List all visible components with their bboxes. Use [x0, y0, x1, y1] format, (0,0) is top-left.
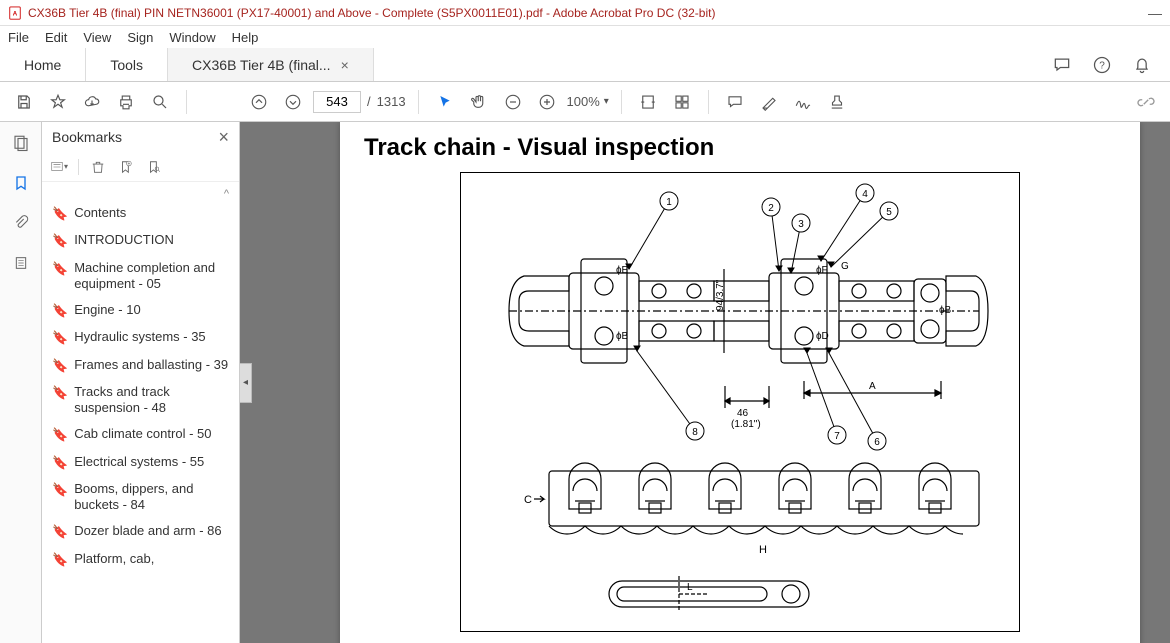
toolbar: / 1313 100% ▾ — [0, 82, 1170, 122]
tab-close-icon[interactable]: × — [341, 57, 349, 73]
bm-options-icon[interactable]: ▾ — [50, 158, 68, 176]
svg-text:1: 1 — [666, 197, 672, 208]
help-icon[interactable]: ? — [1092, 55, 1112, 75]
bm-new-icon[interactable] — [117, 158, 135, 176]
bookmark-item[interactable]: 🔖Tracks and track suspension - 48 — [50, 379, 235, 422]
star-icon[interactable] — [44, 88, 72, 116]
tab-home[interactable]: Home — [0, 48, 86, 81]
bookmark-item[interactable]: 🔖Electrical systems - 55 — [50, 449, 235, 476]
window-title: CX36B Tier 4B (final) PIN NETN36001 (PX1… — [28, 6, 1148, 20]
diagram-frame: 1 2 3 4 5 8 7 6 ɸE ɸB ɸF ɸD G ɸB 94/3.7" 46 (1.… — [460, 172, 1020, 632]
menubar: File Edit View Sign Window Help — [0, 26, 1170, 48]
document-area[interactable]: ◂ Track chain - Visual inspection — [240, 122, 1170, 643]
bookmark-item[interactable]: 🔖INTRODUCTION — [50, 227, 235, 254]
pointer-icon[interactable] — [431, 88, 459, 116]
bookmark-item[interactable]: 🔖Machine completion and equipment - 05 — [50, 255, 235, 298]
bookmark-item[interactable]: 🔖Cab climate control - 50 — [50, 421, 235, 448]
sign-icon[interactable] — [789, 88, 817, 116]
bm-delete-icon[interactable] — [89, 158, 107, 176]
zoom-level[interactable]: 100% ▾ — [567, 94, 609, 109]
svg-text:C: C — [524, 494, 532, 506]
panel-collapse-handle[interactable]: ◂ — [240, 363, 252, 403]
bookmark-item[interactable]: 🔖Dozer blade and arm - 86 — [50, 518, 235, 545]
bookmark-item[interactable]: 🔖Contents — [50, 200, 235, 227]
svg-text:5: 5 — [886, 207, 892, 218]
page-heading: Track chain - Visual inspection — [364, 134, 1116, 162]
stamp-icon[interactable] — [823, 88, 851, 116]
svg-text:7: 7 — [834, 431, 840, 442]
svg-text:ɸB: ɸB — [616, 331, 628, 342]
fit-width-icon[interactable] — [634, 88, 662, 116]
menu-sign[interactable]: Sign — [127, 30, 153, 45]
tabbar: Home Tools CX36B Tier 4B (final... × ? — [0, 48, 1170, 82]
bookmarks-tools: ▾ — [42, 152, 239, 182]
page-current-input[interactable] — [313, 91, 361, 113]
svg-text:A: A — [13, 10, 18, 17]
highlight-icon[interactable] — [755, 88, 783, 116]
bookmarks-icon[interactable] — [10, 172, 32, 194]
track-chain-diagram: 1 2 3 4 5 8 7 6 ɸE ɸB ɸF ɸD G ɸB 94/3.7" 46 (1.… — [469, 181, 1009, 621]
annotation-note-icon[interactable] — [721, 88, 749, 116]
print-icon[interactable] — [112, 88, 140, 116]
bookmark-item[interactable]: 🔖Booms, dippers, and buckets - 84 — [50, 476, 235, 519]
attachments-icon[interactable] — [10, 212, 32, 234]
bookmark-item[interactable]: 🔖Frames and ballasting - 39 — [50, 352, 235, 379]
layers-icon[interactable] — [10, 252, 32, 274]
titlebar: A CX36B Tier 4B (final) PIN NETN36001 (P… — [0, 0, 1170, 26]
zoom-out-icon[interactable] — [499, 88, 527, 116]
svg-text:2: 2 — [768, 203, 774, 214]
svg-text:L: L — [687, 582, 693, 593]
left-rail — [0, 122, 42, 643]
page-indicator: / 1313 — [313, 91, 406, 113]
svg-text:H: H — [759, 544, 767, 556]
bookmarks-close-icon[interactable]: × — [218, 127, 229, 148]
pdf-page: Track chain - Visual inspection — [340, 122, 1140, 643]
share-link-icon[interactable] — [1132, 88, 1160, 116]
comment-icon[interactable] — [1052, 55, 1072, 75]
menu-view[interactable]: View — [83, 30, 111, 45]
svg-text:ɸF: ɸF — [816, 265, 828, 276]
hand-icon[interactable] — [465, 88, 493, 116]
svg-text:46: 46 — [737, 408, 749, 419]
bookmark-item[interactable]: 🔖Engine - 10 — [50, 297, 235, 324]
fit-page-icon[interactable] — [668, 88, 696, 116]
page-total: 1313 — [377, 94, 406, 109]
svg-text:G: G — [841, 261, 849, 272]
menu-help[interactable]: Help — [232, 30, 259, 45]
tab-document[interactable]: CX36B Tier 4B (final... × — [168, 48, 374, 81]
bookmark-item[interactable]: 🔖Platform, cab, — [50, 546, 235, 573]
bm-find-icon[interactable] — [145, 158, 163, 176]
pdf-icon: A — [8, 6, 22, 20]
svg-text:ɸE: ɸE — [616, 265, 628, 276]
svg-text:ɸB: ɸB — [939, 305, 951, 316]
svg-text:(1.81"): (1.81") — [731, 419, 761, 430]
thumbnails-icon[interactable] — [10, 132, 32, 154]
svg-text:94/3.7": 94/3.7" — [715, 279, 726, 311]
svg-text:3: 3 — [798, 219, 804, 230]
menu-file[interactable]: File — [8, 30, 29, 45]
tab-tools[interactable]: Tools — [86, 48, 168, 81]
svg-text:?: ? — [1099, 60, 1105, 71]
minimize-button[interactable]: — — [1148, 5, 1162, 21]
bookmarks-panel: Bookmarks × ▾ ^ 🔖Contents 🔖INTRODUCTION … — [42, 122, 240, 643]
svg-text:A: A — [869, 381, 876, 392]
cloud-icon[interactable] — [78, 88, 106, 116]
menu-edit[interactable]: Edit — [45, 30, 67, 45]
bookmarks-list: ^ 🔖Contents 🔖INTRODUCTION 🔖Machine compl… — [42, 182, 239, 643]
page-up-icon[interactable] — [245, 88, 273, 116]
bookmark-item[interactable]: 🔖Hydraulic systems - 35 — [50, 324, 235, 351]
bookmarks-title: Bookmarks — [52, 129, 122, 145]
search-icon[interactable] — [146, 88, 174, 116]
page-down-icon[interactable] — [279, 88, 307, 116]
bell-icon[interactable] — [1132, 55, 1152, 75]
save-icon[interactable] — [10, 88, 38, 116]
zoom-in-icon[interactable] — [533, 88, 561, 116]
svg-text:8: 8 — [692, 427, 698, 438]
menu-window[interactable]: Window — [169, 30, 215, 45]
svg-text:ɸD: ɸD — [816, 331, 829, 342]
svg-text:6: 6 — [874, 437, 880, 448]
tab-document-label: CX36B Tier 4B (final... — [192, 57, 331, 73]
svg-text:4: 4 — [862, 189, 868, 200]
